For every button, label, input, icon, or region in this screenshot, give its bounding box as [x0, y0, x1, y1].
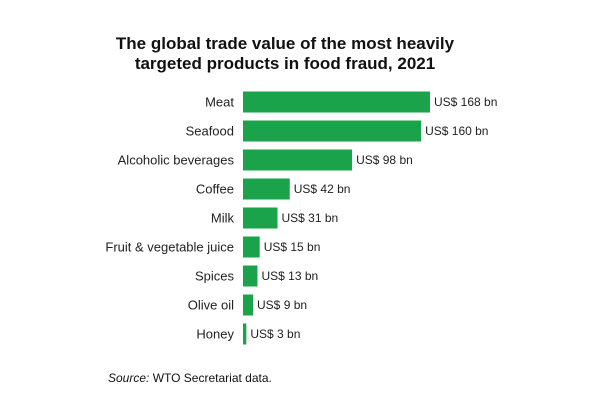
category-label-olive-oil: Olive oil	[188, 298, 234, 313]
value-label-meat: US$ 168 bn	[434, 95, 497, 109]
value-label-spices: US$ 13 bn	[261, 269, 318, 283]
bar-meat	[243, 91, 430, 113]
category-label-spices: Spices	[195, 269, 235, 284]
category-label-alcoholic-beverages: Alcoholic beverages	[118, 153, 235, 168]
category-label-meat: Meat	[205, 95, 234, 110]
value-label-alcoholic-beverages: US$ 98 bn	[356, 153, 413, 167]
bar-fruit-vegetable-juice	[243, 236, 260, 258]
chart-title-line-1: The global trade value of the most heavi…	[115, 34, 455, 53]
bar-honey	[243, 323, 247, 345]
value-label-seafood: US$ 160 bn	[425, 124, 488, 138]
bar-alcoholic-beverages	[243, 149, 353, 171]
value-label-honey: US$ 3 bn	[250, 327, 300, 341]
bar-olive-oil	[243, 294, 254, 316]
category-label-seafood: Seafood	[186, 124, 234, 139]
value-label-fruit-vegetable-juice: US$ 15 bn	[264, 240, 321, 254]
source-text: WTO Secretariat data.	[149, 371, 272, 385]
category-label-honey: Honey	[196, 327, 234, 342]
bar-coffee	[243, 178, 290, 200]
bar-spices	[243, 265, 258, 287]
source-note: Source: WTO Secretariat data.	[108, 371, 272, 385]
category-label-fruit-vegetable-juice: Fruit & vegetable juice	[105, 240, 234, 255]
value-label-milk: US$ 31 bn	[282, 211, 339, 225]
category-label-milk: Milk	[211, 211, 235, 226]
source-label: Source:	[108, 371, 150, 385]
category-label-coffee: Coffee	[196, 182, 234, 197]
chart-title-line-2: targeted products in food fraud, 2021	[134, 54, 436, 73]
bar-seafood	[243, 120, 422, 142]
bar-milk	[243, 207, 278, 229]
value-label-olive-oil: US$ 9 bn	[257, 298, 307, 312]
value-label-coffee: US$ 42 bn	[294, 182, 351, 196]
